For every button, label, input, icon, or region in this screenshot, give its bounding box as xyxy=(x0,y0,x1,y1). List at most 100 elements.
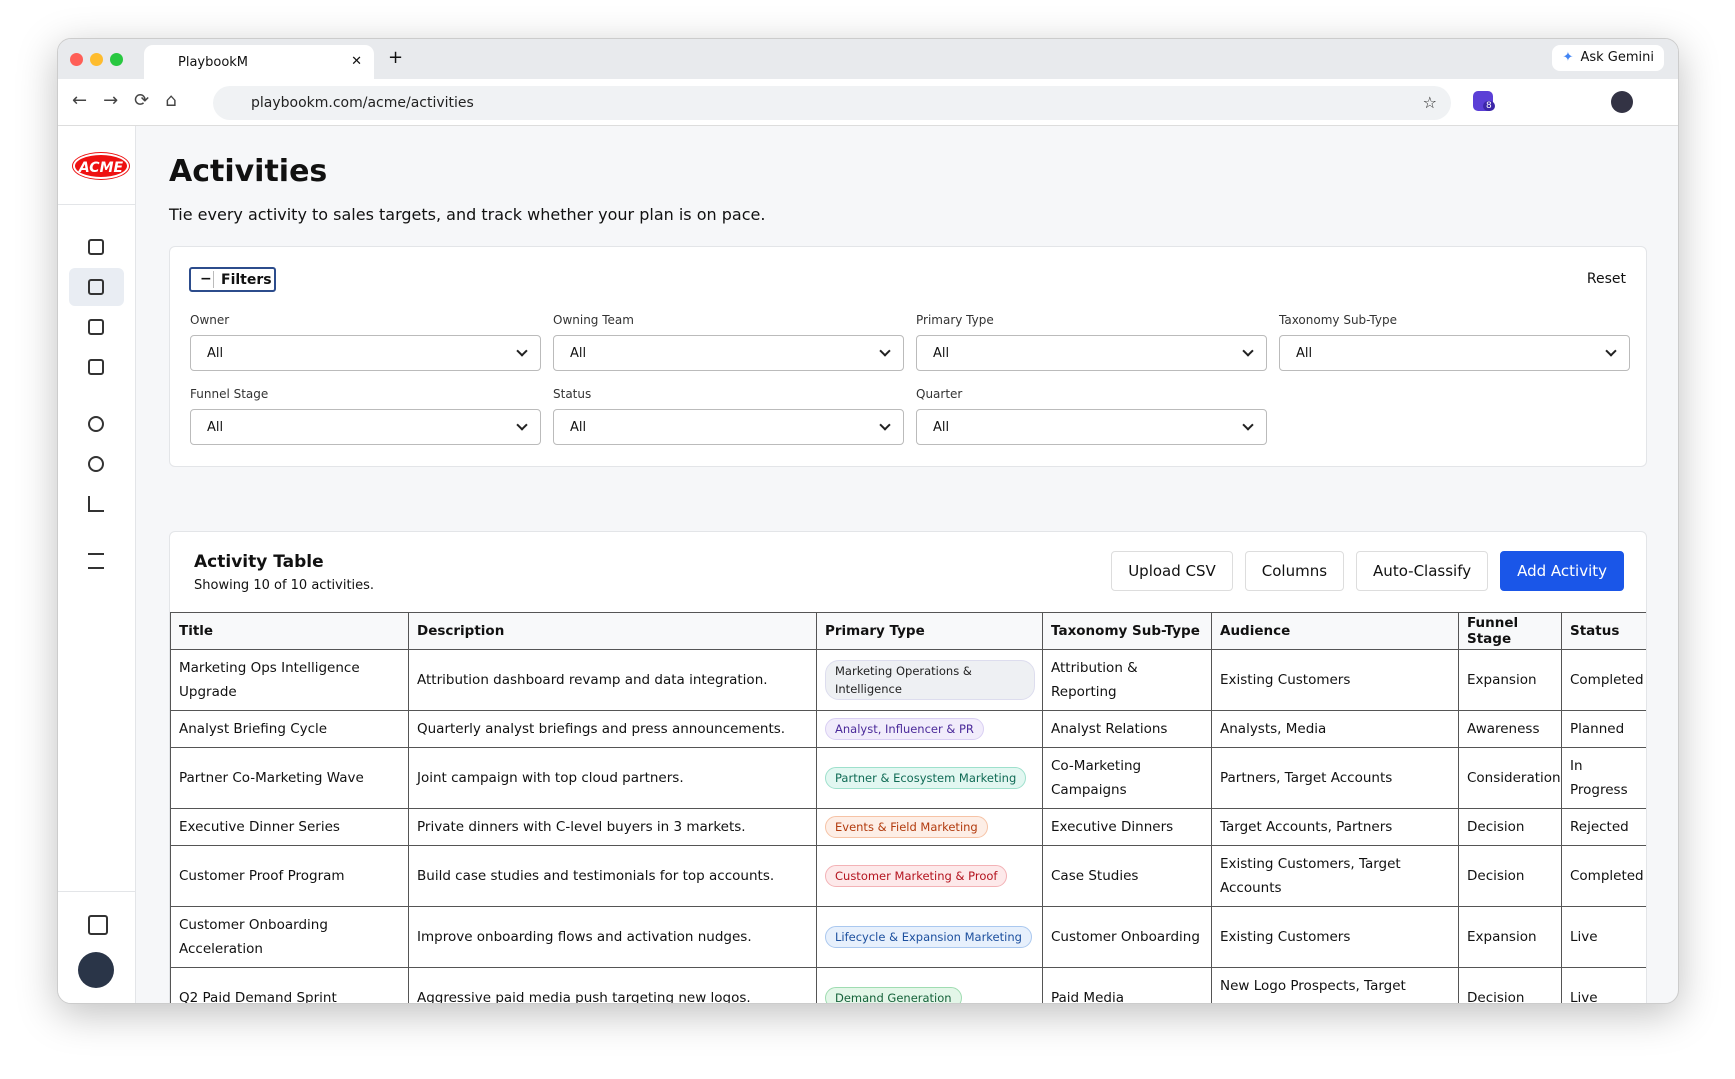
type-badge: Lifecycle & Expansion Marketing xyxy=(825,926,1032,948)
filter-select[interactable]: All xyxy=(190,335,541,371)
filters-toggle[interactable]: − Filters xyxy=(189,267,276,292)
table-cell: In Progress xyxy=(1561,747,1646,809)
extension-icon[interactable]: 8 xyxy=(1473,91,1495,111)
table-cell: Rejected xyxy=(1561,808,1646,846)
filter-label: Status xyxy=(553,387,592,401)
sidebar: ACME xyxy=(58,126,136,1003)
close-window[interactable] xyxy=(70,53,83,66)
nav-icon[interactable] xyxy=(88,416,104,432)
table-cell: Marketing Ops Intelligence Upgrade xyxy=(170,649,409,711)
filter-field: Primary Type All xyxy=(916,313,1267,371)
table-cell: Existing Customers, Target Accounts xyxy=(1211,845,1459,907)
table-row[interactable]: Marketing Ops Intelligence Upgrade Attrib… xyxy=(170,649,1646,711)
filter-select[interactable]: All xyxy=(190,409,541,445)
table-row[interactable]: Customer Proof Program Build case studies… xyxy=(170,845,1646,907)
nav-icon[interactable] xyxy=(88,279,104,295)
table-card: Activity Table Showing 10 of 10 activiti… xyxy=(169,531,1647,1003)
new-tab[interactable]: + xyxy=(388,47,404,68)
table-cell: Partner Co-Marketing Wave xyxy=(170,747,409,809)
table-cell: Partner & Ecosystem Marketing xyxy=(816,747,1043,809)
table-cell: Target Accounts, Partners xyxy=(1211,808,1459,846)
filter-field: Funnel Stage All xyxy=(190,387,541,445)
filter-field: Quarter All xyxy=(916,387,1267,445)
table-cell: Decision xyxy=(1458,845,1562,907)
table-cell: Demand Generation xyxy=(816,967,1043,1003)
table-row[interactable]: Analyst Briefing Cycle Quarterly analyst … xyxy=(170,710,1646,748)
filter-field: Owning Team All xyxy=(553,313,904,371)
table-cell: Events & Field Marketing xyxy=(816,808,1043,846)
collapse-sidebar[interactable] xyxy=(88,915,108,935)
table-row[interactable]: Executive Dinner Series Private dinners w… xyxy=(170,808,1646,846)
table-cell: Existing Customers xyxy=(1211,649,1459,711)
table-cell: Customer Proof Program xyxy=(170,845,409,907)
main-content: Activities Tie every activity to sales t… xyxy=(169,126,1678,1003)
filter-grid: Owner All Owning Team All Primary Type All Tax… xyxy=(190,313,1630,445)
url-field[interactable]: playbookm.com/acme/activities ☆ xyxy=(213,86,1451,120)
table-cell: Quarterly analyst briefings and press an… xyxy=(408,710,817,748)
maximize-window[interactable] xyxy=(110,53,123,66)
reset-button[interactable]: Reset xyxy=(1586,271,1626,287)
table-cell: Co-Marketing Campaigns xyxy=(1042,747,1212,809)
table-actions: Upload CSV Columns Auto-Classify Add Activi… xyxy=(1111,551,1624,591)
column-header[interactable]: Taxonomy Sub-Type xyxy=(1042,612,1212,650)
table-cell: Private dinners with C-level buyers in 3… xyxy=(408,808,817,846)
type-badge: Marketing Operations & Intelligence xyxy=(825,659,1035,700)
ask-gemini[interactable]: ✦ Ask Gemini xyxy=(1552,45,1664,71)
filter-label: Taxonomy Sub-Type xyxy=(1279,313,1397,327)
column-header[interactable]: Title xyxy=(170,612,409,650)
nav-icon[interactable] xyxy=(88,553,104,569)
table-cell: Decision xyxy=(1458,808,1562,846)
filter-label: Owner xyxy=(190,313,230,327)
action-button[interactable]: Columns xyxy=(1244,551,1345,591)
address-bar: ←→⟳⌂ playbookm.com/acme/activities ☆ 8 xyxy=(58,79,1678,126)
table-cell: Paid Media xyxy=(1042,967,1212,1003)
table-cell: Decision xyxy=(1458,967,1562,1003)
table-row[interactable]: Customer Onboarding Acceleration Improve … xyxy=(170,906,1646,968)
filter-select[interactable]: All xyxy=(916,335,1267,371)
table-cell: Analyst, Influencer & PR xyxy=(816,710,1043,748)
column-header[interactable]: Status xyxy=(1561,612,1646,650)
table-cell: Executive Dinners xyxy=(1042,808,1212,846)
table-cell: Planned xyxy=(1561,710,1646,748)
column-header[interactable]: Audience xyxy=(1211,612,1459,650)
table-cell: Customer Onboarding Acceleration xyxy=(170,906,409,968)
nav-icon[interactable] xyxy=(88,239,104,255)
nav-icon[interactable] xyxy=(88,359,104,375)
table-cell: Analyst Relations xyxy=(1042,710,1212,748)
filter-select[interactable]: All xyxy=(553,335,904,371)
action-button[interactable]: Upload CSV xyxy=(1111,551,1233,591)
filter-select[interactable]: All xyxy=(553,409,904,445)
table-cell: Analysts, Media xyxy=(1211,710,1459,748)
table-row[interactable]: Partner Co-Marketing Wave Joint campaign … xyxy=(170,747,1646,809)
filter-field: Taxonomy Sub-Type All xyxy=(1279,313,1630,371)
close-tab[interactable]: ✕ xyxy=(351,54,362,69)
table-cell: Lifecycle & Expansion Marketing xyxy=(816,906,1043,968)
table-row[interactable]: Q2 Paid Demand Sprint Aggressive paid med… xyxy=(170,967,1646,1003)
column-header[interactable]: Primary Type xyxy=(816,612,1043,650)
filter-field: Owner All xyxy=(190,313,541,371)
header-row: Title Description Primary Type Taxonomy Sub… xyxy=(170,612,1646,650)
profile[interactable] xyxy=(1611,91,1633,113)
nav-icon[interactable] xyxy=(88,496,104,512)
column-header[interactable]: Description xyxy=(408,612,817,650)
filters-label: Filters xyxy=(221,272,272,288)
action-button[interactable]: Auto-Classify xyxy=(1356,551,1489,591)
nav-icon[interactable] xyxy=(88,456,104,472)
table-cell: New Logo Prospects, Target Accounts xyxy=(1211,967,1459,1003)
action-button[interactable]: Add Activity xyxy=(1500,551,1624,591)
table-cell: Aggressive paid media push targeting new… xyxy=(408,967,817,1003)
table-cell: Joint campaign with top cloud partners. xyxy=(408,747,817,809)
column-header[interactable]: Funnel Stage xyxy=(1458,612,1562,650)
filter-select[interactable]: All xyxy=(1279,335,1630,371)
table-cell: Expansion xyxy=(1458,649,1562,711)
table-cell: Analyst Briefing Cycle xyxy=(170,710,409,748)
table-cell: Executive Dinner Series xyxy=(170,808,409,846)
user-avatar[interactable] xyxy=(78,952,114,988)
minimize-window[interactable] xyxy=(90,53,103,66)
nav-buttons[interactable]: ←→⟳⌂ xyxy=(72,90,193,111)
activity-table: Title Description Primary Type Taxonomy Sub… xyxy=(170,612,1646,1003)
logo[interactable]: ACME xyxy=(73,153,129,179)
nav-icon[interactable] xyxy=(88,319,104,335)
browser-tab[interactable]: PlaybookM ✕ xyxy=(144,45,374,79)
filter-select[interactable]: All xyxy=(916,409,1267,445)
